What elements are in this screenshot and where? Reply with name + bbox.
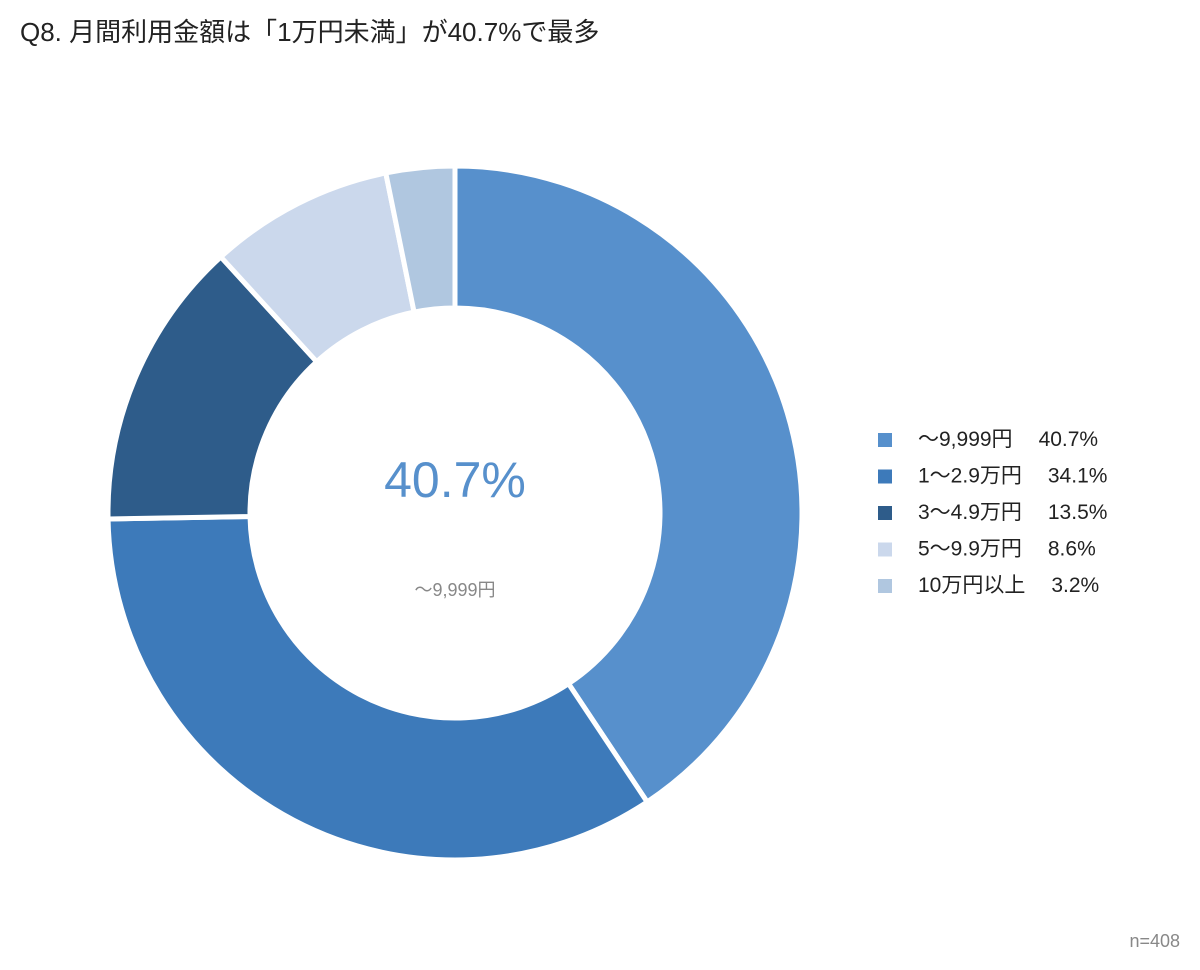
legend-entry: 10万円以上 3.2%: [918, 574, 1099, 597]
legend-label: 5～9.9万円: [918, 537, 1022, 560]
legend-value: 3.2%: [1051, 574, 1099, 597]
legend-entry: 5～9.9万円 8.6%: [918, 537, 1096, 560]
legend-swatch: [878, 469, 892, 484]
legend-swatch: [878, 579, 892, 593]
sample-note: n=408: [1129, 931, 1180, 951]
legend-entry: 1～2.9万円 34.1%: [918, 464, 1107, 487]
donut-slice: [105, 513, 651, 863]
donut-slice: [452, 163, 805, 806]
legend-label: 1～2.9万円: [918, 464, 1022, 487]
center-label: ～9,999円: [414, 580, 495, 600]
legend-value: 34.1%: [1048, 464, 1108, 487]
legend-swatch: [878, 433, 892, 447]
center-value: 40.7%: [384, 452, 526, 508]
legend-label: 10万円以上: [918, 574, 1025, 597]
chart-title: Q8. 月間利用金額は「1万円未満」が40.7%で最多: [20, 17, 599, 47]
donut-slice: [382, 163, 458, 316]
legend-entry: 3～4.9万円 13.5%: [918, 501, 1107, 524]
legend-value: 40.7%: [1039, 428, 1099, 451]
legend-value: 8.6%: [1048, 537, 1096, 560]
legend-label: 3～4.9万円: [918, 501, 1022, 524]
legend-swatch: [878, 542, 892, 557]
legend-swatch: [878, 506, 892, 520]
legend-entry: ～9,999円 40.7%: [918, 428, 1098, 451]
legend-value: 13.5%: [1048, 501, 1108, 524]
legend-label: ～9,999円: [918, 428, 1013, 451]
